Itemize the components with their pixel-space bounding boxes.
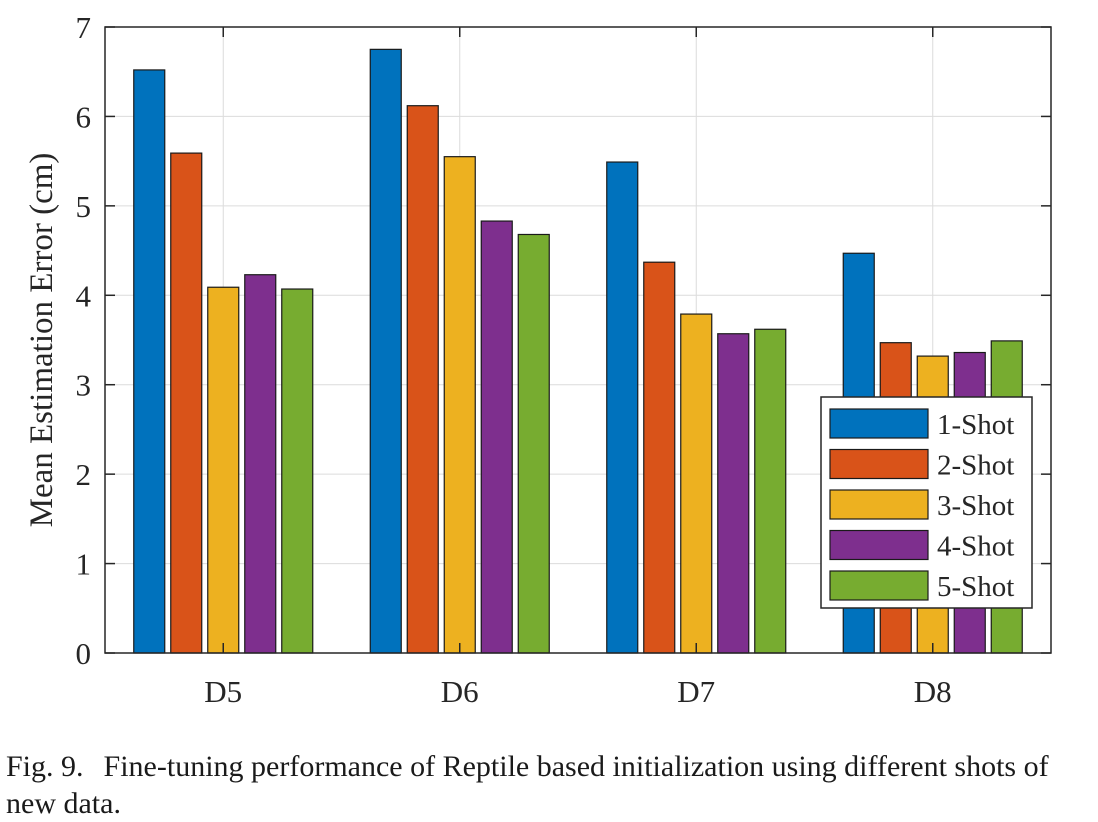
bar-d7-3-shot bbox=[680, 313, 713, 654]
y-tick-label: 2 bbox=[76, 457, 92, 492]
legend-label: 5-Shot bbox=[937, 571, 1014, 603]
caption-text: Fine-tuning performance of Reptile based… bbox=[6, 750, 1049, 820]
legend-swatch bbox=[829, 489, 929, 520]
caption-label: Fig. 9. bbox=[6, 750, 84, 783]
figure-caption: Fig. 9. Fine-tuning performance of Reptil… bbox=[6, 748, 1094, 822]
x-tick-label: D6 bbox=[441, 674, 479, 709]
y-tick-label: 4 bbox=[76, 278, 92, 313]
bar-d6-4-shot bbox=[480, 220, 513, 654]
bar-chart: 0 1 2 3 4 5 6 7 D5 D6 D7 D8 Mean Estimation Error (… bbox=[24, 10, 1052, 709]
bar-d5-1-shot bbox=[133, 69, 166, 654]
y-tick-label: 1 bbox=[76, 547, 92, 582]
legend-label: 1-Shot bbox=[937, 409, 1014, 441]
y-tick-label: 5 bbox=[76, 189, 92, 224]
bar-d7-2-shot bbox=[643, 261, 676, 654]
x-tick-label: D7 bbox=[677, 674, 715, 709]
legend: 1-Shot 2-Shot 3-Shot 4-Shot 5-Shot bbox=[820, 396, 1033, 609]
bar-d7-4-shot bbox=[717, 333, 750, 654]
legend-swatch bbox=[829, 448, 929, 480]
legend-label: 2-Shot bbox=[937, 450, 1014, 482]
legend-label: 3-Shot bbox=[937, 490, 1014, 522]
y-tick-label: 6 bbox=[76, 99, 92, 134]
bar-d6-1-shot bbox=[369, 48, 402, 654]
bar-d5-4-shot bbox=[244, 274, 277, 654]
y-tick-label: 3 bbox=[76, 368, 92, 403]
legend-swatch bbox=[829, 408, 929, 439]
x-tick-label: D8 bbox=[914, 674, 952, 709]
bar-d5-2-shot bbox=[170, 152, 203, 654]
bar-d6-3-shot bbox=[443, 156, 476, 654]
x-tick-label: D5 bbox=[204, 674, 242, 709]
bar-d7-1-shot bbox=[606, 161, 639, 654]
y-tick-label: 7 bbox=[76, 10, 92, 45]
y-tick-label: 0 bbox=[76, 636, 92, 671]
bar-d5-5-shot bbox=[281, 288, 314, 654]
legend-swatch bbox=[829, 570, 929, 601]
legend-label: 4-Shot bbox=[937, 531, 1014, 563]
y-axis-label: Mean Estimation Error (cm) bbox=[24, 153, 60, 528]
plot-frame bbox=[104, 26, 1052, 654]
bar-d6-2-shot bbox=[406, 105, 439, 654]
axis-ticks: 0 1 2 3 4 5 6 7 D5 D6 D7 D8 bbox=[76, 10, 1051, 709]
bar-d7-5-shot bbox=[754, 328, 787, 654]
legend-swatch bbox=[829, 529, 929, 561]
bar-d6-5-shot bbox=[517, 233, 550, 654]
bar-d5-3-shot bbox=[207, 286, 240, 654]
